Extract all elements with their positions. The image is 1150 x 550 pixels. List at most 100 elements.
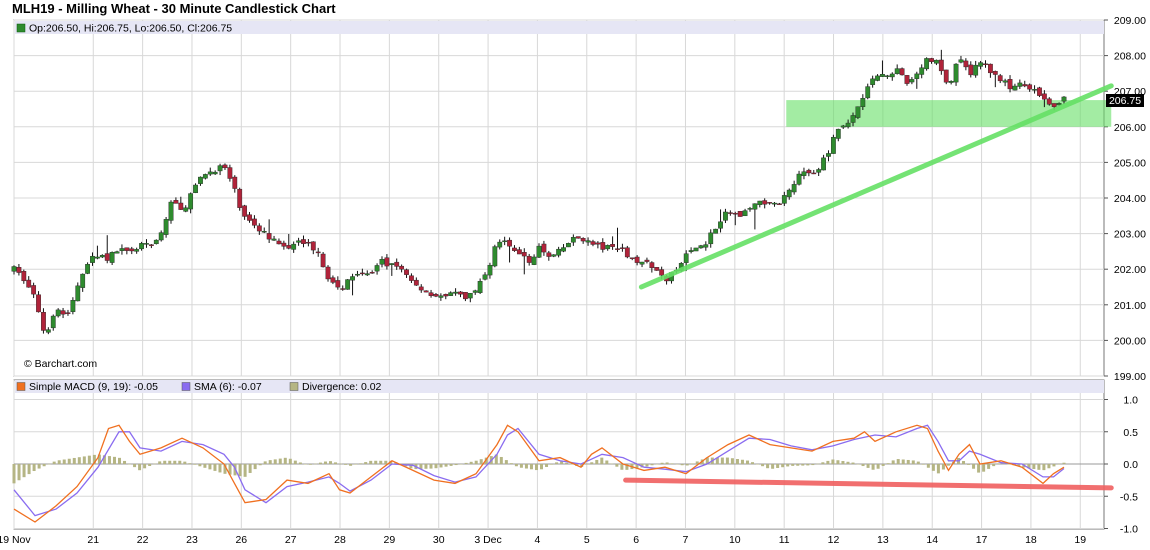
- candle-body-down: [526, 255, 532, 263]
- divergence-bar: [12, 464, 16, 484]
- candle: [953, 63, 959, 86]
- candle: [561, 244, 566, 253]
- candle: [325, 265, 331, 282]
- x-tick-label: 3 Dec: [474, 534, 501, 546]
- divergence-bar: [620, 464, 624, 470]
- candle: [772, 202, 777, 207]
- chart-title: MLH19 - Milling Wheat - 30 Minute Candle…: [12, 1, 336, 16]
- candle-body-up: [364, 273, 370, 276]
- candle: [242, 204, 248, 220]
- candle: [202, 173, 208, 180]
- candle-body-down: [227, 167, 233, 179]
- candle: [212, 170, 218, 175]
- candle-body-down: [654, 267, 660, 271]
- divergence-bar: [565, 462, 569, 464]
- candle-body-up: [99, 255, 105, 258]
- candle-body-up: [109, 252, 115, 263]
- candle-body-up: [821, 157, 826, 171]
- candle: [271, 235, 277, 241]
- candle-body-up: [95, 256, 100, 259]
- candle: [178, 196, 184, 210]
- candle: [752, 203, 758, 230]
- divergence-bar: [690, 463, 694, 464]
- x-tick-label: 17: [976, 534, 988, 546]
- candle: [723, 208, 728, 224]
- candle-body-down: [305, 241, 311, 244]
- candle: [924, 57, 930, 71]
- divergence-bar: [1047, 464, 1051, 469]
- divergence-bar: [223, 464, 227, 474]
- candle: [708, 229, 714, 248]
- divergence-bar: [906, 459, 910, 464]
- divergence-bar: [238, 464, 242, 477]
- price-y-tick-label: 209.00: [1114, 15, 1146, 27]
- candle-body-up: [919, 67, 925, 75]
- candle-body-up: [11, 266, 17, 272]
- divergence-bar: [479, 459, 483, 464]
- divergence-bar: [203, 464, 207, 468]
- x-tick-label: 12: [828, 534, 840, 546]
- candle: [467, 293, 473, 303]
- divergence-bar: [856, 464, 860, 465]
- candle-body-down: [458, 291, 463, 295]
- divergence-bar: [982, 464, 986, 472]
- divergence-bar: [243, 464, 247, 477]
- divergence-bar: [67, 458, 71, 464]
- candle: [521, 248, 527, 275]
- candle-body-up: [855, 106, 861, 118]
- candle: [148, 244, 154, 249]
- x-tick-label: 21: [87, 534, 99, 546]
- divergence-bar: [635, 464, 639, 469]
- candle-body-down: [242, 205, 248, 217]
- candle-body-down: [938, 59, 944, 72]
- candle: [639, 261, 645, 268]
- candle-body-up: [80, 273, 86, 288]
- candle: [531, 254, 537, 266]
- candle: [320, 252, 326, 268]
- candle: [335, 276, 341, 290]
- candle-body-up: [1017, 82, 1023, 87]
- candle-body-up: [752, 203, 758, 210]
- divergence-bar: [318, 462, 322, 464]
- candle-body-down: [315, 251, 321, 254]
- divergence-bar: [625, 464, 629, 470]
- candle: [45, 327, 51, 335]
- candle-body-down: [335, 280, 341, 288]
- divergence-bar: [198, 464, 202, 467]
- divergence-bar: [776, 464, 780, 468]
- candle-body-up: [217, 165, 223, 172]
- candle: [644, 257, 650, 264]
- candle-body-up: [350, 276, 355, 281]
- price-y-tick-label: 206.00: [1114, 122, 1146, 134]
- divergence-bar: [349, 464, 353, 466]
- divergence-bar: [891, 460, 895, 464]
- divergence-bar: [123, 460, 127, 464]
- candle-body-down: [399, 265, 405, 270]
- divergence-bar: [911, 460, 915, 464]
- candle-body-up: [448, 292, 454, 296]
- candle: [546, 250, 552, 261]
- candle-body-down: [232, 176, 238, 189]
- divergence-bar: [158, 461, 162, 464]
- divergence-bar: [263, 461, 267, 464]
- candle-body-down: [516, 249, 522, 255]
- divergence-bar: [977, 464, 981, 473]
- candle: [968, 61, 974, 78]
- candle: [458, 291, 463, 298]
- candle-body-up: [757, 200, 763, 205]
- candle-body-down: [330, 277, 336, 283]
- x-tick-label: 10: [729, 534, 741, 546]
- divergence-bar: [359, 463, 363, 464]
- divergence-bar: [831, 459, 835, 464]
- candle-body-down: [600, 242, 606, 250]
- candle: [119, 244, 125, 255]
- divergence-bar: [163, 460, 167, 464]
- divergence-bar: [786, 464, 790, 467]
- candle: [899, 67, 905, 76]
- divergence-bar: [1017, 464, 1021, 467]
- candle-body-down: [997, 75, 1003, 82]
- candle: [443, 293, 449, 300]
- candle: [374, 263, 380, 275]
- candle-body-down: [404, 269, 409, 275]
- divergence-bar: [444, 464, 448, 467]
